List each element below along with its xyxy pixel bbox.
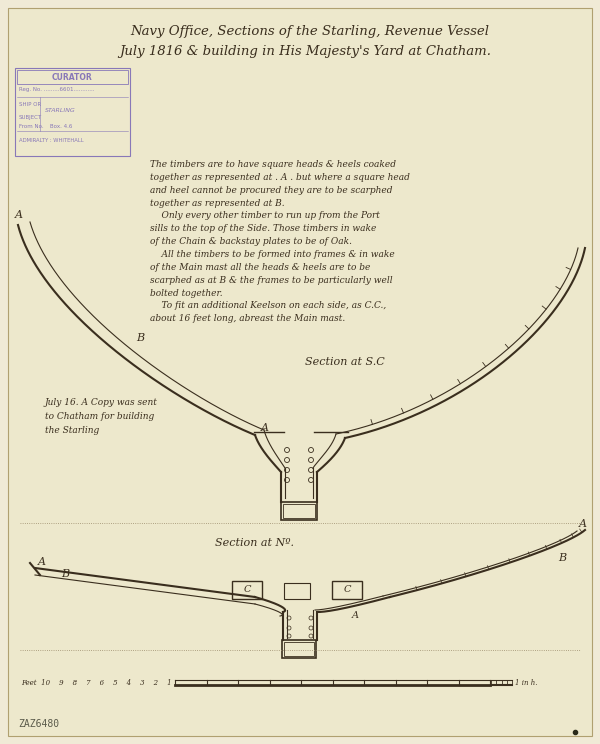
- Text: Box. 4.6: Box. 4.6: [50, 124, 73, 129]
- Text: ZAZ6480: ZAZ6480: [18, 719, 59, 729]
- Text: A: A: [38, 557, 46, 567]
- Bar: [281, 502, 317, 520]
- Text: B: B: [558, 553, 566, 563]
- Bar: [283, 504, 315, 518]
- Bar: [332, 581, 362, 599]
- Text: A: A: [261, 423, 269, 433]
- Bar: [284, 583, 310, 599]
- Bar: [232, 581, 262, 599]
- Text: SHIP OR: SHIP OR: [19, 101, 41, 106]
- Text: The timbers are to have square heads & heels coaked
together as represented at .: The timbers are to have square heads & h…: [150, 160, 410, 323]
- Text: Navy Office, Sections of the Starling, Revenue Vessel: Navy Office, Sections of the Starling, R…: [131, 25, 490, 39]
- Text: SUBJECT: SUBJECT: [19, 115, 42, 121]
- Bar: [284, 642, 314, 656]
- Text: Section at Nº.: Section at Nº.: [215, 538, 294, 548]
- Bar: [282, 640, 316, 658]
- Text: CURATOR: CURATOR: [52, 72, 93, 82]
- Text: Section at S.C: Section at S.C: [305, 357, 385, 367]
- Text: STARLING: STARLING: [45, 109, 76, 114]
- Text: C: C: [243, 586, 251, 594]
- Text: A: A: [15, 210, 23, 220]
- Text: July 1816 & building in His Majesty's Yard at Chatham.: July 1816 & building in His Majesty's Ya…: [119, 45, 491, 59]
- Text: C: C: [343, 586, 351, 594]
- Text: From No.: From No.: [19, 124, 44, 129]
- Text: A: A: [579, 519, 587, 529]
- Text: July 16. A Copy was sent
to Chatham for building
the Starling: July 16. A Copy was sent to Chatham for …: [45, 398, 158, 434]
- Text: A: A: [352, 611, 359, 620]
- FancyBboxPatch shape: [8, 8, 592, 736]
- Text: Reg. No. .........6601............: Reg. No. .........6601............: [19, 88, 95, 92]
- Text: ADMIRALTY : WHITEHALL: ADMIRALTY : WHITEHALL: [19, 138, 83, 143]
- Text: B: B: [136, 333, 144, 343]
- Text: Feet  10    9    8    7    6    5    4    3    2    1: Feet 10 9 8 7 6 5 4 3 2 1: [22, 679, 172, 687]
- Bar: [15, 68, 130, 156]
- Bar: [17, 70, 128, 84]
- Text: B: B: [61, 569, 69, 579]
- Text: 1 in h.: 1 in h.: [515, 679, 538, 687]
